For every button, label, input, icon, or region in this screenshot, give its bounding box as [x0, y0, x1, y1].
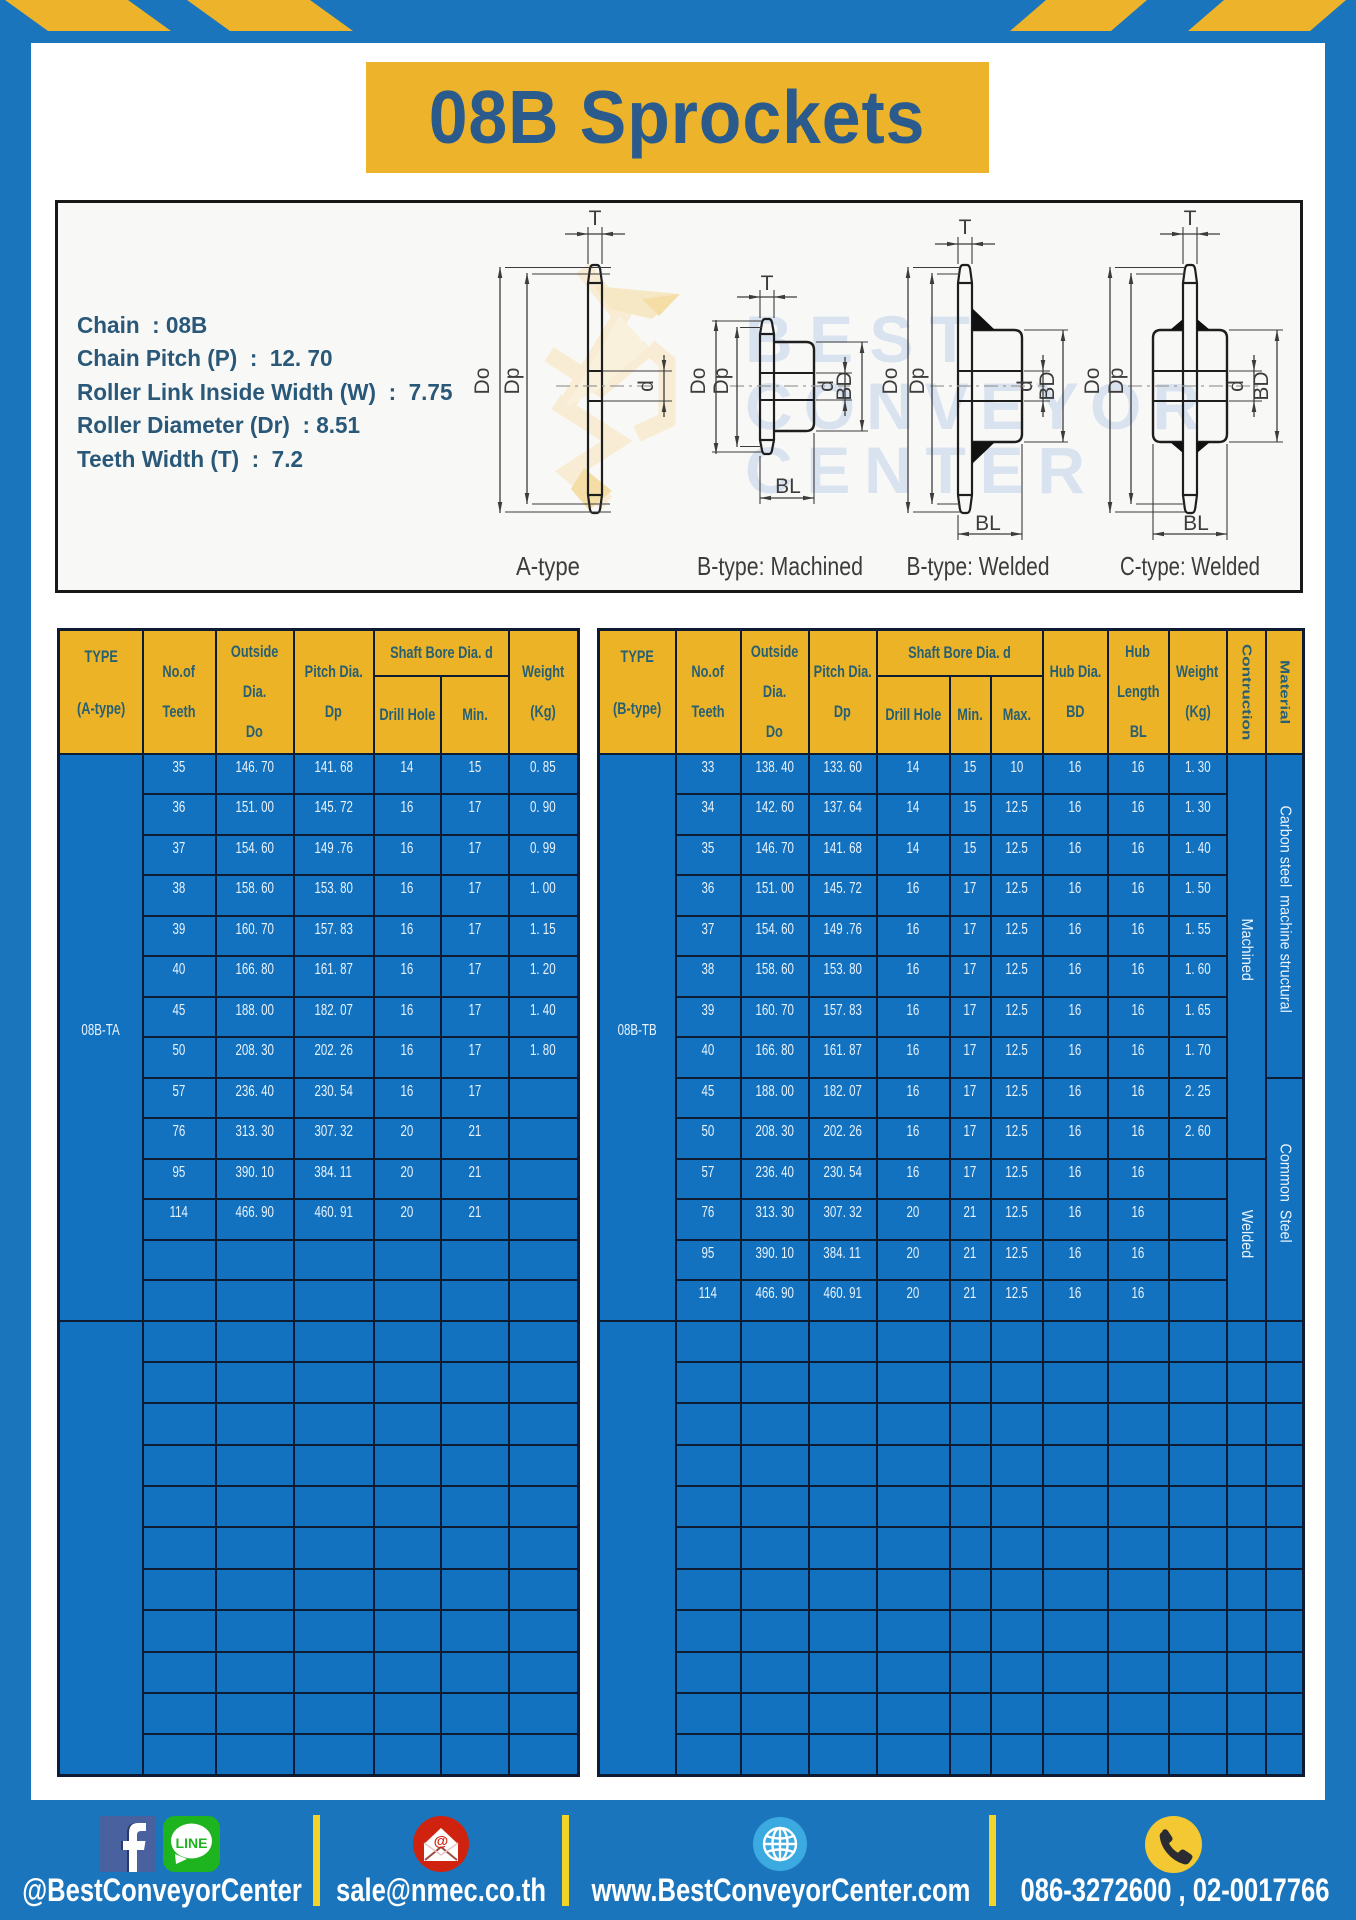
svg-text:Do: Do [471, 368, 494, 395]
svg-text:Dp: Dp [1105, 368, 1128, 395]
svg-text:Do: Do [1081, 368, 1104, 395]
svg-text:d: d [1225, 380, 1248, 392]
svg-text:C-type: Welded: C-type: Welded [1120, 551, 1260, 581]
svg-text:Dp: Dp [501, 368, 524, 395]
svg-text:d: d [635, 380, 658, 392]
svg-text:Dp: Dp [710, 368, 733, 395]
svg-text:T: T [761, 272, 774, 295]
svg-text:BL: BL [1183, 512, 1209, 535]
svg-text:LINE: LINE [176, 1835, 208, 1851]
svg-text:T: T [959, 216, 972, 239]
svg-text:d: d [1014, 380, 1037, 392]
svg-text:Dp: Dp [906, 368, 929, 395]
svg-text:BD: BD [1250, 371, 1273, 400]
svg-text:B-type: Machined: B-type: Machined [697, 551, 863, 581]
svg-text:BEST: BEST [745, 302, 970, 376]
svg-text:@: @ [434, 1833, 449, 1850]
svg-text:Do: Do [687, 368, 710, 395]
svg-text:BL: BL [975, 512, 1001, 535]
svg-text:B-type: Welded: B-type: Welded [907, 551, 1050, 581]
svg-text:T: T [1184, 207, 1197, 230]
svg-text:A-type: A-type [516, 551, 580, 581]
svg-text:d: d [815, 380, 838, 392]
svg-text:Do: Do [879, 368, 902, 395]
svg-text:BL: BL [775, 475, 801, 498]
svg-text:T: T [589, 207, 602, 230]
svg-text:BD: BD [1036, 371, 1059, 400]
svg-text:BD: BD [833, 371, 856, 400]
